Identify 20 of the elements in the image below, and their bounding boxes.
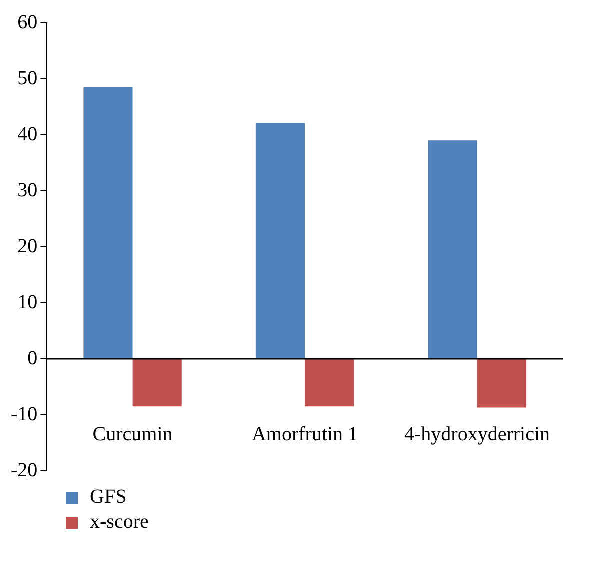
bar [84, 87, 133, 358]
bar [305, 360, 354, 407]
y-tick-label: 60 [18, 11, 38, 34]
bar [477, 360, 526, 408]
y-tick-label: 40 [18, 123, 38, 146]
x-tick-label: 4-hydroxyderricin [404, 423, 550, 446]
bar [428, 140, 478, 358]
y-tick-label: 20 [18, 235, 38, 258]
y-tick-label: -10 [10, 403, 38, 426]
y-tick-label: 50 [18, 67, 38, 90]
y-tick-label: 10 [18, 291, 38, 314]
y-tick-label: 30 [18, 179, 38, 202]
x-tick-label: Curcumin [92, 423, 173, 446]
y-tick-label: 0 [28, 347, 38, 370]
bar [132, 360, 182, 407]
y-tick-label: -20 [10, 459, 38, 482]
legend-label: GFS [90, 486, 127, 509]
legend-label: x-score [90, 511, 149, 534]
x-tick-label: Amorfrutin 1 [252, 423, 358, 446]
bar [256, 123, 306, 358]
